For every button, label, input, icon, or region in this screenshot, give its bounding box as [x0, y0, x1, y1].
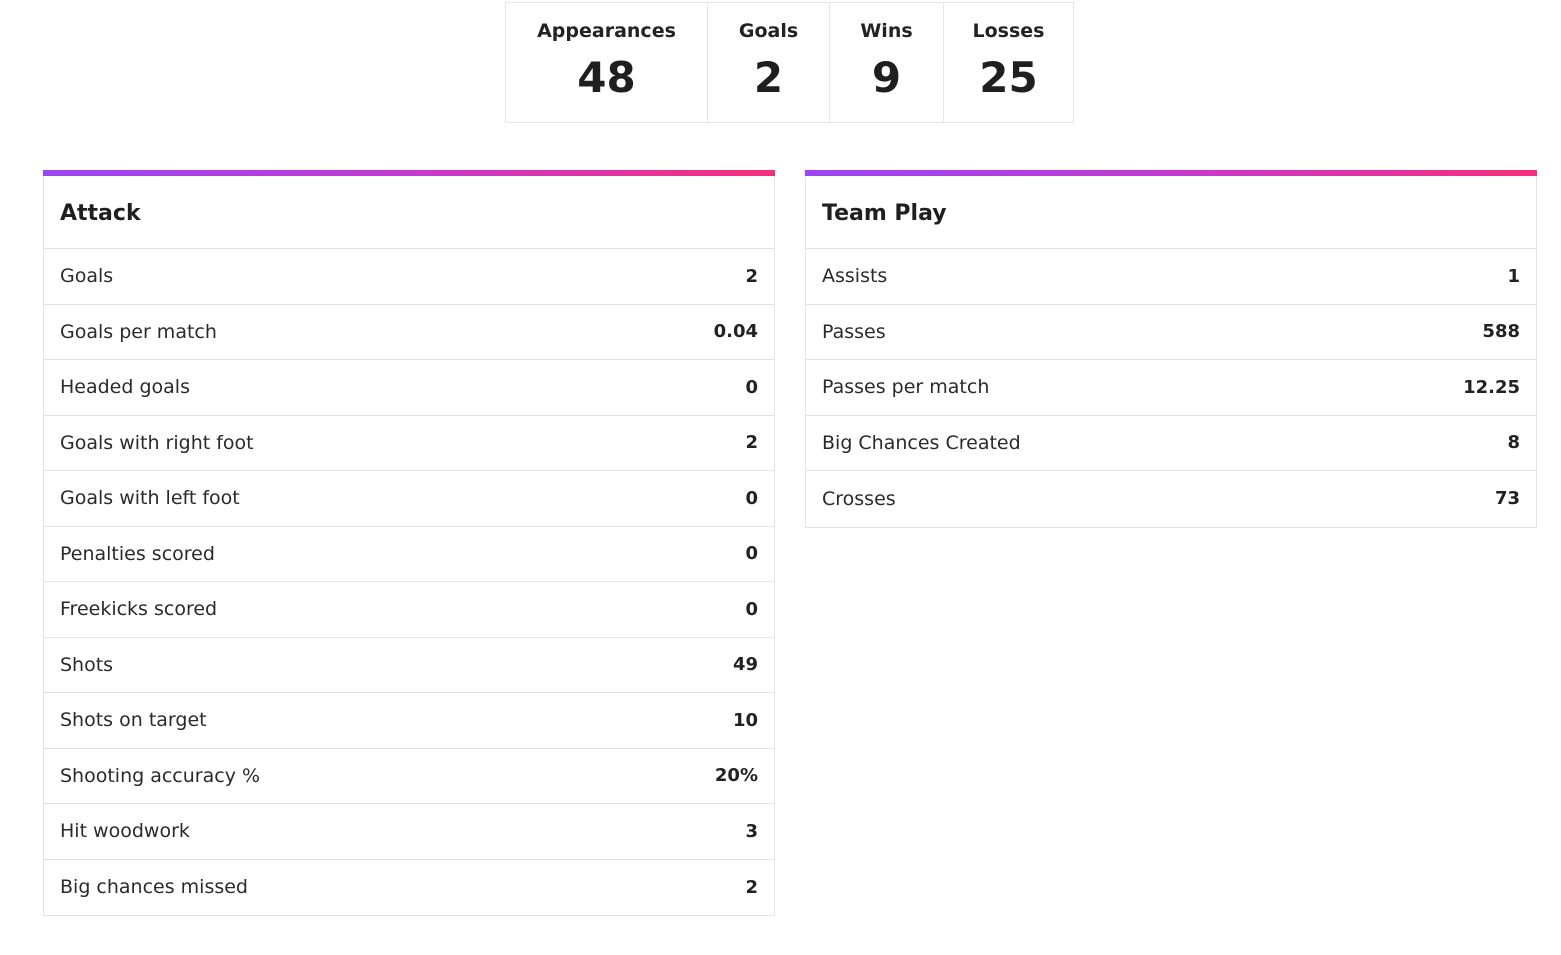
- stat-row: Crosses 73: [806, 471, 1536, 527]
- card-body: Attack Goals 2 Goals per match 0.04 Head…: [43, 176, 775, 916]
- row-value: 20%: [714, 765, 758, 787]
- stat-row: Assists 1: [806, 249, 1536, 305]
- stat-row: Freekicks scored 0: [44, 582, 774, 638]
- row-label: Shots on target: [60, 709, 207, 732]
- team-play-card: Team Play Assists 1 Passes 588 Passes pe…: [805, 170, 1537, 528]
- row-label: Hit woodwork: [60, 820, 190, 843]
- row-label: Goals with left foot: [60, 487, 240, 510]
- row-value: 73: [1494, 488, 1520, 510]
- row-value: 8: [1507, 432, 1520, 454]
- stat-row: Goals per match 0.04: [44, 305, 774, 360]
- card-header: Team Play: [806, 176, 1536, 249]
- stat-losses: Losses 25: [944, 3, 1073, 122]
- attack-card: Attack Goals 2 Goals per match 0.04 Head…: [43, 170, 775, 916]
- row-label: Passes per match: [822, 376, 990, 399]
- stat-label: Losses: [972, 20, 1045, 42]
- row-label: Big Chances Created: [822, 431, 1021, 454]
- stat-row: Shots 49: [44, 638, 774, 693]
- row-label: Penalties scored: [60, 542, 215, 565]
- row-value: 0.04: [713, 321, 758, 343]
- card-title: Team Play: [822, 200, 947, 226]
- row-value: 2: [745, 432, 758, 454]
- stat-value: 9: [871, 53, 902, 102]
- stat-row: Penalties scored 0: [44, 527, 774, 582]
- row-value: 0: [745, 543, 758, 565]
- stat-label: Wins: [860, 20, 913, 42]
- row-label: Passes: [822, 320, 886, 343]
- row-label: Crosses: [822, 487, 896, 510]
- row-value: 0: [745, 598, 758, 620]
- row-value: 588: [1482, 321, 1520, 343]
- stat-label: Goals: [738, 20, 799, 42]
- stat-value: 48: [577, 53, 636, 102]
- row-label: Goals per match: [60, 320, 217, 343]
- stat-row: Passes 588: [806, 305, 1536, 360]
- stat-row: Hit woodwork 3: [44, 804, 774, 860]
- row-label: Goals: [60, 265, 114, 288]
- row-label: Assists: [822, 265, 888, 288]
- row-label: Freekicks scored: [60, 598, 218, 621]
- row-label: Goals with right foot: [60, 431, 254, 454]
- row-value: 10: [732, 709, 758, 731]
- row-label: Shooting accuracy %: [60, 764, 261, 787]
- card-header: Attack: [44, 176, 774, 249]
- stat-row: Headed goals 0: [44, 360, 774, 416]
- row-label: Shots: [60, 653, 114, 676]
- card-body: Team Play Assists 1 Passes 588 Passes pe…: [805, 176, 1537, 528]
- row-value: 2: [745, 876, 758, 898]
- stat-row: Shots on target 10: [44, 693, 774, 749]
- stat-label: Appearances: [537, 20, 676, 42]
- row-label: Big chances missed: [60, 876, 248, 899]
- stat-row: Shooting accuracy % 20%: [44, 749, 774, 804]
- row-value: 3: [745, 820, 758, 842]
- card-title: Attack: [60, 200, 141, 226]
- stat-wins: Wins 9: [830, 3, 944, 122]
- row-value: 1: [1507, 265, 1520, 287]
- card-accent-bar: [805, 170, 1537, 176]
- stat-row: Goals 2: [44, 249, 774, 305]
- row-value: 2: [745, 265, 758, 287]
- stat-row: Goals with right foot 2: [44, 416, 774, 471]
- stat-value: 25: [979, 53, 1038, 102]
- row-value: 0: [745, 376, 758, 398]
- card-accent-bar: [43, 170, 775, 176]
- stat-row: Goals with left foot 0: [44, 471, 774, 527]
- row-label: Headed goals: [60, 376, 190, 399]
- row-value: 12.25: [1463, 376, 1520, 398]
- stat-goals: Goals 2: [708, 3, 830, 122]
- stat-appearances: Appearances 48: [506, 3, 708, 122]
- stat-row: Big Chances Created 8: [806, 416, 1536, 471]
- stat-row: Passes per match 12.25: [806, 360, 1536, 416]
- stat-value: 2: [753, 53, 784, 102]
- row-value: 49: [732, 654, 758, 676]
- summary-stats: Appearances 48 Goals 2 Wins 9 Losses 25: [505, 2, 1074, 123]
- row-value: 0: [745, 487, 758, 509]
- stat-row: Big chances missed 2: [44, 860, 774, 916]
